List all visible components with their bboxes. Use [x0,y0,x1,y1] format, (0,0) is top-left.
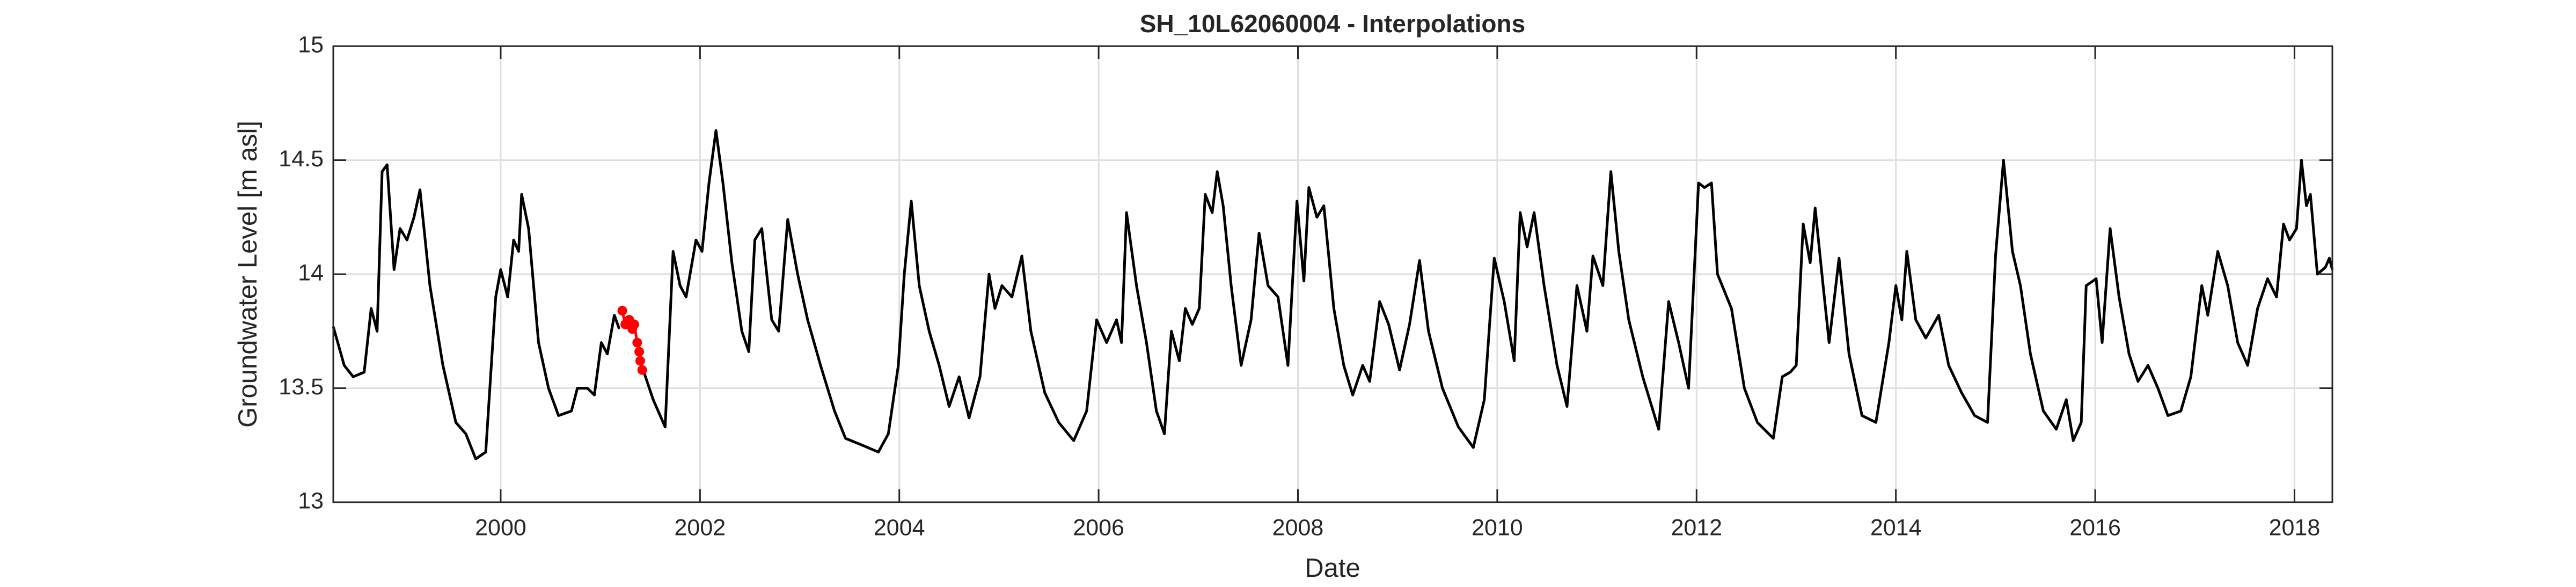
x-tick-label: 2014 [1870,515,1922,540]
x-axis-label: Date [1305,554,1360,583]
data-point [629,319,639,329]
y-tick-label: 13 [298,488,324,513]
plot-frame [332,45,2333,503]
chart-title: SH_10L62060004 - Interpolations [1140,10,1525,38]
y-axis-label: Groundwater Level [m asl] [233,121,262,428]
x-tick-label: 2016 [2069,515,2121,540]
x-tick-label: 2004 [874,515,925,540]
x-tick-label: 2018 [2269,515,2321,540]
data-point [634,347,645,357]
x-tick-label: 2008 [1272,515,1324,540]
data-point [617,306,627,315]
data-point [635,356,645,366]
x-tick-label: 2010 [1472,515,1523,540]
data-point [632,337,642,348]
x-tick-label: 2012 [1671,515,1722,540]
y-tick-label: 14.5 [279,146,324,172]
y-tick-label: 13.5 [279,374,324,400]
data-point [637,365,647,375]
x-tick-label: 2002 [675,515,726,540]
data-line [332,129,2334,460]
x-tick-label: 2006 [1073,515,1124,540]
y-tick-label: 14 [298,260,324,285]
x-tick-label: 2000 [475,515,526,540]
y-tick-label: 15 [298,32,324,57]
